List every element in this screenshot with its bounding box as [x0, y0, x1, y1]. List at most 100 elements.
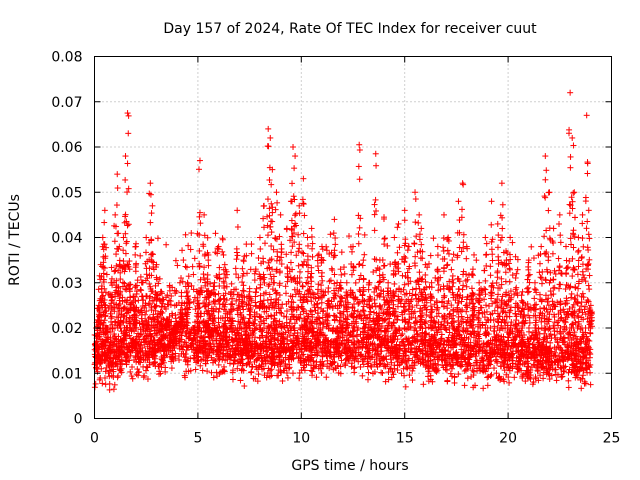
data-point [525, 272, 532, 279]
data-point [357, 272, 364, 279]
data-point [425, 373, 432, 380]
data-point [106, 373, 113, 380]
data-point [491, 307, 498, 314]
data-point [307, 307, 314, 314]
data-point [149, 250, 156, 257]
data-point [299, 249, 306, 256]
data-point [535, 325, 542, 332]
data-point [146, 280, 153, 287]
data-point-peak [261, 202, 268, 209]
data-point [480, 385, 487, 392]
data-point [205, 262, 212, 269]
data-point [229, 376, 236, 383]
data-point [399, 331, 406, 338]
data-point [464, 375, 471, 382]
data-point [509, 272, 516, 279]
data-point [240, 282, 247, 289]
data-point [268, 366, 275, 373]
data-point-peak [132, 243, 139, 250]
data-point [237, 377, 244, 384]
data-point [253, 285, 260, 292]
data-point [125, 130, 132, 137]
data-point [420, 381, 427, 388]
data-point-peak [267, 134, 274, 141]
data-point [359, 372, 366, 379]
data-point [455, 371, 462, 378]
data-point [124, 160, 131, 167]
data-point-peak [234, 207, 241, 214]
data-point [99, 380, 106, 387]
data-point [461, 382, 468, 389]
data-point [506, 379, 513, 386]
data-point [228, 280, 235, 287]
data-point [139, 297, 146, 304]
data-point [114, 185, 121, 192]
data-point-peak [265, 125, 272, 132]
data-point [365, 376, 372, 383]
data-point [278, 241, 285, 248]
data-point [106, 380, 113, 387]
data-point [553, 377, 560, 384]
data-point [416, 269, 423, 276]
data-point [491, 365, 498, 372]
data-point [500, 305, 507, 312]
data-point [148, 210, 155, 217]
data-point [264, 143, 271, 150]
data-point-peak [211, 279, 218, 286]
data-point [188, 230, 195, 237]
data-point [484, 374, 491, 381]
data-point-peak [99, 234, 106, 241]
data-point [234, 252, 241, 259]
data-point [264, 196, 271, 203]
data-point [168, 365, 175, 372]
data-point [154, 235, 161, 242]
data-point [113, 202, 120, 209]
data-point [318, 369, 325, 376]
data-point [264, 297, 271, 304]
data-point [345, 233, 352, 240]
data-point [409, 367, 416, 374]
data-point [120, 247, 127, 254]
data-point [108, 264, 115, 271]
data-point [265, 259, 272, 266]
data-point [199, 367, 206, 374]
data-point [247, 266, 254, 273]
data-point [402, 383, 409, 390]
data-point [106, 386, 113, 393]
data-point [444, 377, 451, 384]
data-point [166, 287, 173, 294]
data-point [357, 363, 364, 370]
data-point [129, 375, 136, 382]
data-point [234, 224, 241, 231]
data-point [248, 250, 255, 257]
data-point [493, 356, 500, 363]
data-point [370, 269, 377, 276]
data-point [191, 255, 198, 262]
data-point-peak [205, 257, 212, 264]
data-point [127, 294, 134, 301]
data-point [185, 283, 192, 290]
data-point [458, 313, 465, 320]
data-point [471, 251, 478, 258]
data-point [564, 264, 571, 271]
data-point [95, 286, 102, 293]
data-point [273, 290, 280, 297]
data-point [278, 254, 285, 261]
data-point [179, 247, 186, 254]
data-point [404, 365, 411, 372]
data-point [379, 369, 386, 376]
data-point [375, 283, 382, 290]
data-point [115, 230, 122, 237]
data-point [174, 262, 181, 269]
data-point [253, 289, 260, 296]
data-point [409, 377, 416, 384]
data-point [286, 364, 293, 371]
data-point [192, 306, 199, 313]
data-point [220, 251, 227, 258]
data-point [108, 315, 115, 322]
data-point [111, 381, 118, 388]
data-point [182, 231, 189, 238]
data-point [239, 287, 246, 294]
data-point [349, 248, 356, 255]
data-point-peak [124, 110, 131, 117]
